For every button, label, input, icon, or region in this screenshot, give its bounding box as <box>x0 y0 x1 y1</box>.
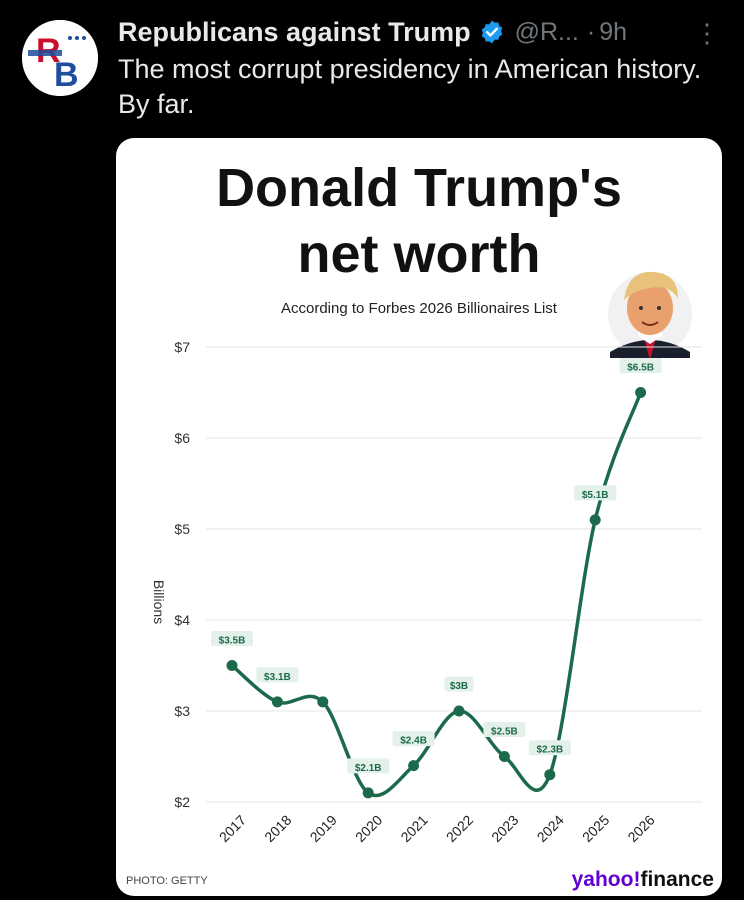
net-worth-series: $3.5B $3.1B $2.1B $2.4B $3B $2.5B $2.3B $5.1B $6… <box>211 358 662 799</box>
data-label: $2.3B <box>536 745 563 756</box>
brand-yahoo: yahoo <box>572 868 634 891</box>
x-tick-label: 2023 <box>488 812 521 845</box>
x-tick-label: 2020 <box>352 812 385 845</box>
x-tick-label: 2018 <box>261 812 294 845</box>
x-tick-label: 2025 <box>579 812 612 845</box>
data-point <box>544 769 556 781</box>
data-label: $2.1B <box>355 763 382 774</box>
photo-credit: PHOTO: GETTY <box>126 875 208 887</box>
tweet-header: Republicans against Trump @R... · 9h ⋮ <box>118 14 724 50</box>
data-label-bg <box>444 676 474 692</box>
chart-title-line1: Donald Trump's <box>216 158 622 218</box>
time-separator: · <box>586 17 596 46</box>
brand-excl: ! <box>633 868 640 891</box>
data-label: $2.4B <box>400 736 427 747</box>
chart-title-line2: net worth <box>298 224 541 284</box>
y-tick-label: $6 <box>174 430 190 446</box>
data-point <box>317 696 329 708</box>
y-tick-label: $5 <box>174 521 190 537</box>
x-tick-label: 2017 <box>216 812 249 845</box>
data-point <box>589 514 601 526</box>
data-point <box>271 696 283 708</box>
data-label: $6.5B <box>627 363 654 374</box>
data-point <box>635 387 647 398</box>
y-tick-label: $4 <box>174 612 190 628</box>
data-label-bg <box>347 758 390 774</box>
svg-text:yahoo!finance: yahoo!finance <box>572 868 714 891</box>
data-label-bg <box>483 722 526 737</box>
y-axis: $2 $3 $4 $5 $6 $7 <box>174 339 702 810</box>
x-tick-label: 2022 <box>443 812 476 845</box>
more-options-icon[interactable]: ⋮ <box>694 18 720 48</box>
tweet-media-image[interactable]: Donald Trump's net worth According to Fo… <box>116 138 722 896</box>
trump-portrait-icon <box>608 271 692 360</box>
y-tick-label: $3 <box>174 703 190 719</box>
y-tick-label: $2 <box>174 794 190 810</box>
tweet-text: The most corrupt presidency in American … <box>118 54 702 119</box>
x-tick-label: 2019 <box>307 812 340 845</box>
verified-badge-icon <box>479 19 505 45</box>
net-worth-chart: Donald Trump's net worth According to Fo… <box>126 158 714 891</box>
data-label-bg <box>619 358 662 373</box>
data-point <box>226 660 238 671</box>
brand-finance: finance <box>640 868 714 891</box>
x-axis: 2017 2018 2019 2020 2021 2022 2023 2024 2025 2026 <box>216 812 658 845</box>
data-point <box>498 751 510 762</box>
data-point <box>408 760 420 772</box>
x-tick-label: 2024 <box>534 812 567 845</box>
data-point <box>362 787 374 799</box>
y-axis-label: Billions <box>151 580 167 624</box>
author-avatar[interactable]: R B <box>22 20 98 96</box>
data-label-bg <box>528 740 571 756</box>
data-label-bg <box>211 631 253 646</box>
data-label-bg <box>574 485 617 501</box>
series-line <box>230 391 643 798</box>
y-tick-label: $7 <box>174 339 190 355</box>
data-point <box>453 705 465 717</box>
data-label-bg <box>256 667 299 683</box>
author-name[interactable]: Republicans against Trump <box>118 16 471 47</box>
data-label: $3.5B <box>219 636 246 647</box>
data-label-bg <box>392 731 435 747</box>
data-label: $3B <box>450 681 468 692</box>
chart-subtitle: According to Forbes 2026 Billionaires Li… <box>281 300 558 317</box>
logo-letter-b: B <box>54 56 79 94</box>
rb-logo-icon: R B <box>22 20 98 96</box>
x-tick-label: 2021 <box>397 812 430 845</box>
yahoo-finance-logo: yahoo!finance <box>572 868 714 891</box>
data-label: $3.1B <box>264 672 291 683</box>
x-tick-label: 2026 <box>624 812 657 845</box>
author-handle[interactable]: @R... <box>514 17 579 46</box>
tweet-timestamp[interactable]: 9h <box>599 17 627 46</box>
data-label: $5.1B <box>582 490 609 501</box>
data-label: $2.5B <box>491 727 518 738</box>
